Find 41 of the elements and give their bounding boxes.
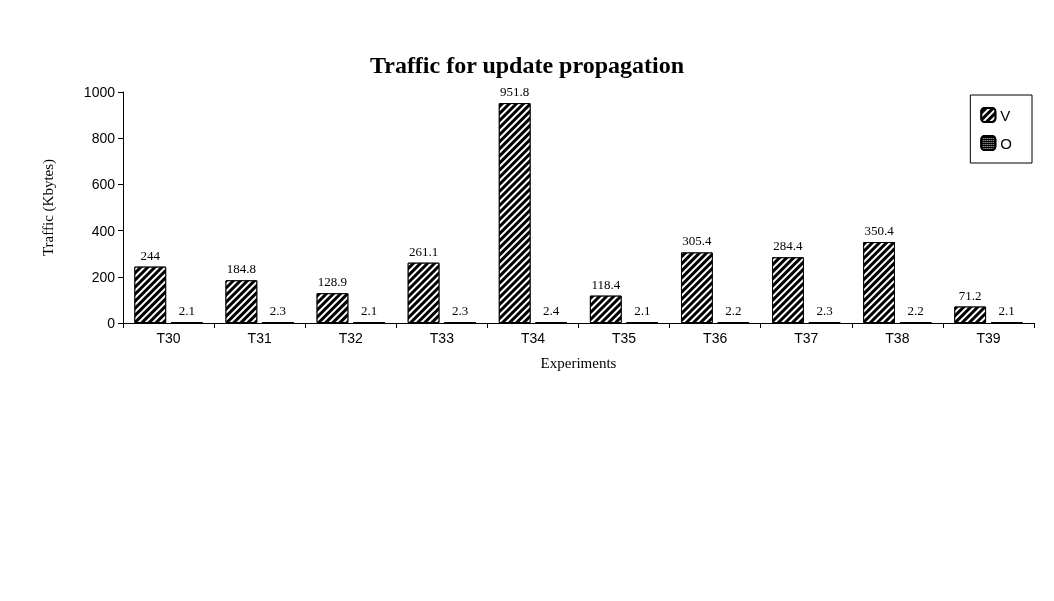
y-tick-label: 200 (91, 268, 116, 285)
y-tick-label: 600 (91, 176, 116, 193)
y-axis-title: Traffic (Kbytes) (39, 158, 57, 257)
data-label: 2.1 (360, 303, 378, 319)
data-label: 128.9 (317, 274, 348, 290)
y-tick-label: 0 (107, 315, 116, 331)
data-label: 305.4 (682, 233, 712, 249)
data-label: 71.2 (958, 287, 982, 303)
data-label: 350.4 (864, 223, 895, 239)
data-label: 2.3 (269, 303, 287, 319)
data-label: 2.3 (452, 303, 469, 319)
data-label: 2.2 (907, 303, 924, 319)
legend-label: V (1000, 106, 1011, 124)
data-label: 184.8 (226, 261, 256, 277)
x-tick-label: T32 (338, 330, 364, 346)
data-label: 2.3 (816, 303, 833, 319)
x-tick-label: T30 (156, 330, 181, 346)
data-label: 2.1 (178, 303, 195, 319)
y-tick-label: 800 (91, 130, 116, 147)
data-label: 118.4 (591, 276, 621, 292)
data-label: 2.1 (998, 303, 1015, 319)
data-label: 244 (140, 247, 161, 263)
x-tick-label: T35 (611, 330, 637, 346)
data-label: 284.4 (773, 238, 804, 254)
data-label: 261.1 (408, 243, 439, 259)
x-tick-label: T31 (247, 330, 272, 346)
x-tick-label: T38 (885, 330, 910, 346)
y-tick-label: 400 (91, 222, 116, 239)
x-tick-label: T39 (976, 330, 1001, 346)
chart-title: Traffic for update propagation (369, 52, 685, 78)
data-label: 2.4 (543, 303, 560, 319)
data-label: 951.8 (500, 84, 530, 100)
x-tick-label: T33 (429, 330, 455, 346)
x-tick-label: T37 (794, 330, 819, 346)
legend-label: O (1000, 134, 1012, 152)
data-label: 2.2 (725, 303, 742, 319)
data-label: 2.1 (634, 303, 651, 319)
x-axis-title: Experiments (540, 354, 617, 371)
x-tick-label: T36 (703, 330, 728, 346)
x-tick-label: T34 (520, 330, 546, 346)
y-tick-label: 1000 (83, 84, 116, 100)
